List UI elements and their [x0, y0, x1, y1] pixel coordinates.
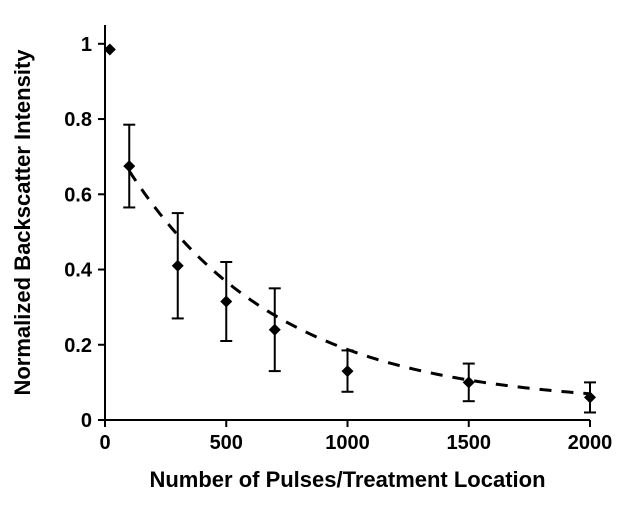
x-tick-label: 1500 [447, 432, 492, 454]
y-tick-label: 1 [81, 34, 92, 56]
x-tick-label: 0 [99, 432, 110, 454]
y-tick-label: 0.2 [64, 335, 92, 357]
y-tick-label: 0.6 [64, 184, 92, 206]
x-tick-label: 500 [210, 432, 243, 454]
chart-background [0, 0, 626, 508]
x-axis-label: Number of Pulses/Treatment Location [149, 467, 545, 492]
y-tick-label: 0.8 [64, 109, 92, 131]
x-tick-label: 1000 [325, 432, 370, 454]
y-axis-label: Normalized Backscatter Intensity [10, 49, 35, 396]
x-tick-label: 2000 [568, 432, 613, 454]
y-tick-label: 0.4 [64, 260, 93, 282]
backscatter-chart: 0 500 1000 1500 2000 0 0.2 0.4 0.6 0.8 1 Number of … [0, 0, 626, 508]
y-tick-label: 0 [81, 410, 92, 432]
chart-svg: 0 500 1000 1500 2000 0 0.2 0.4 0.6 0.8 1 Number of … [0, 0, 626, 508]
